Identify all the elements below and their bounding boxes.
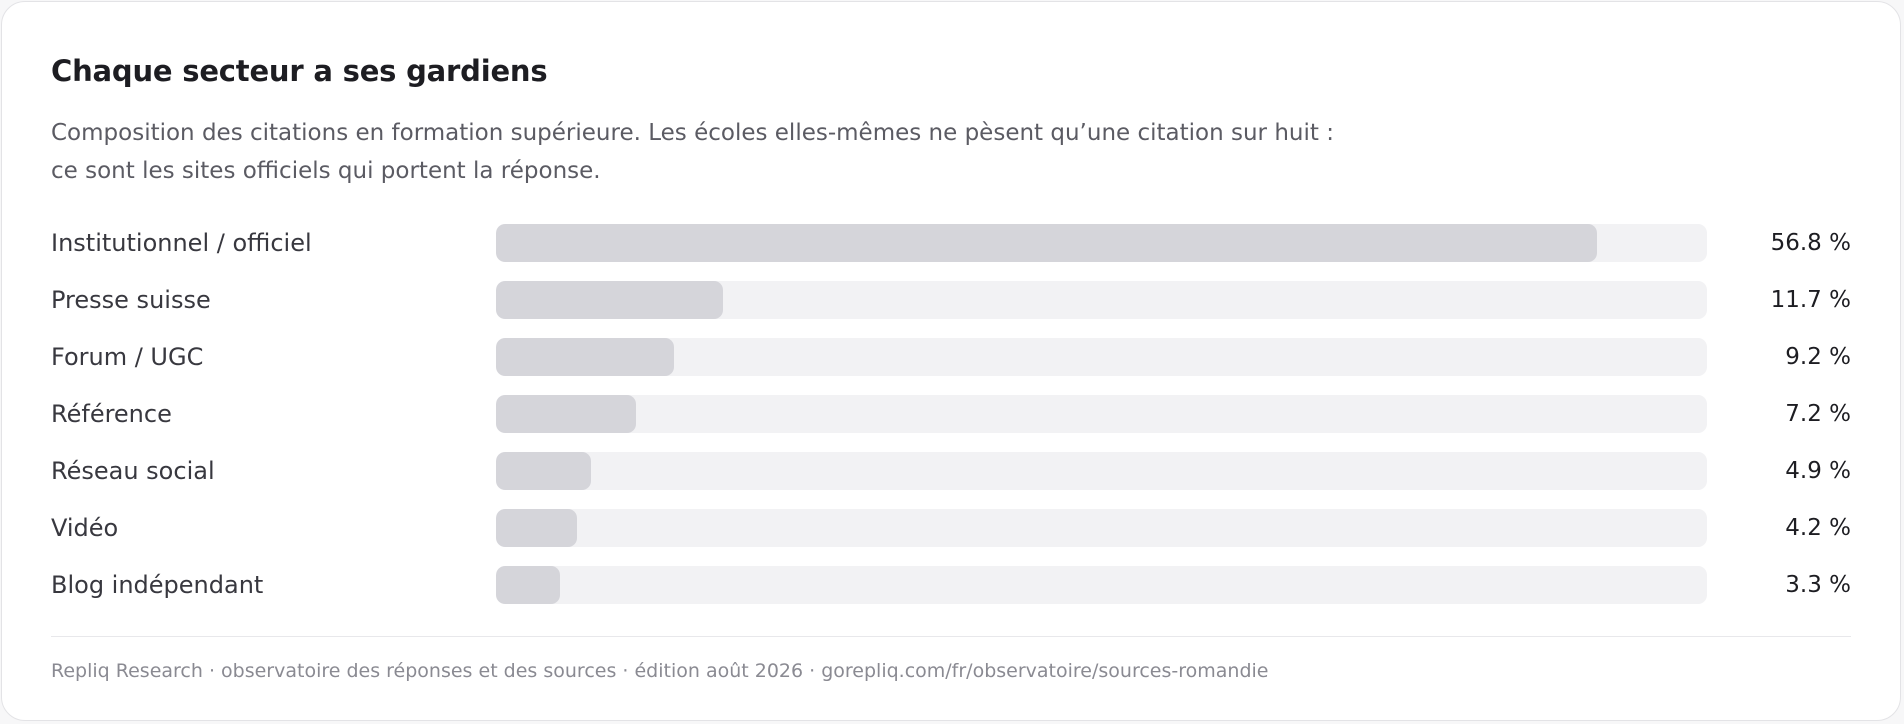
bar-track [496, 281, 1707, 319]
value-label: 11.7 % [1770, 287, 1851, 313]
chart-subtitle: Composition des citations en formation s… [51, 114, 1451, 190]
value-label: 4.2 % [1785, 515, 1851, 541]
bar-row: Réseau social 4.9 % [2, 452, 1900, 490]
category-label: Référence [51, 400, 172, 428]
category-label: Presse suisse [51, 286, 211, 314]
bar-row: Institutionnel / officiel 56.8 % [2, 224, 1900, 262]
value-label: 4.9 % [1785, 458, 1851, 484]
bar [496, 224, 1597, 262]
bar-row: Forum / UGC 9.2 % [2, 338, 1900, 376]
category-label: Réseau social [51, 457, 215, 485]
bar-track [496, 395, 1707, 433]
bar-row: Vidéo 4.2 % [2, 509, 1900, 547]
bar-track [496, 566, 1707, 604]
bar [496, 509, 577, 547]
chart-subtitle-line: ce sont les sites officiels qui portent … [51, 158, 601, 184]
value-label: 7.2 % [1785, 401, 1851, 427]
category-label: Institutionnel / officiel [51, 229, 312, 257]
category-label: Blog indépendant [51, 571, 264, 599]
bar-row: Presse suisse 11.7 % [2, 281, 1900, 319]
bar-track [496, 509, 1707, 547]
bar-row: Référence 7.2 % [2, 395, 1900, 433]
chart-title: Chaque secteur a ses gardiens [51, 54, 548, 88]
bar [496, 566, 560, 604]
chart-subtitle-line: Composition des citations en formation s… [51, 120, 1334, 146]
bar-track [496, 224, 1707, 262]
bar [496, 281, 723, 319]
value-label: 56.8 % [1770, 230, 1851, 256]
bar-track [496, 452, 1707, 490]
category-label: Forum / UGC [51, 343, 204, 371]
source-footer: Repliq Research · observatoire des répon… [51, 660, 1269, 682]
bar [496, 395, 636, 433]
footer-divider [51, 636, 1851, 637]
value-label: 3.3 % [1785, 572, 1851, 598]
bar [496, 338, 674, 376]
bar-row: Blog indépendant 3.3 % [2, 566, 1900, 604]
bar-track [496, 338, 1707, 376]
category-label: Vidéo [51, 514, 119, 542]
bar [496, 452, 591, 490]
value-label: 9.2 % [1785, 344, 1851, 370]
